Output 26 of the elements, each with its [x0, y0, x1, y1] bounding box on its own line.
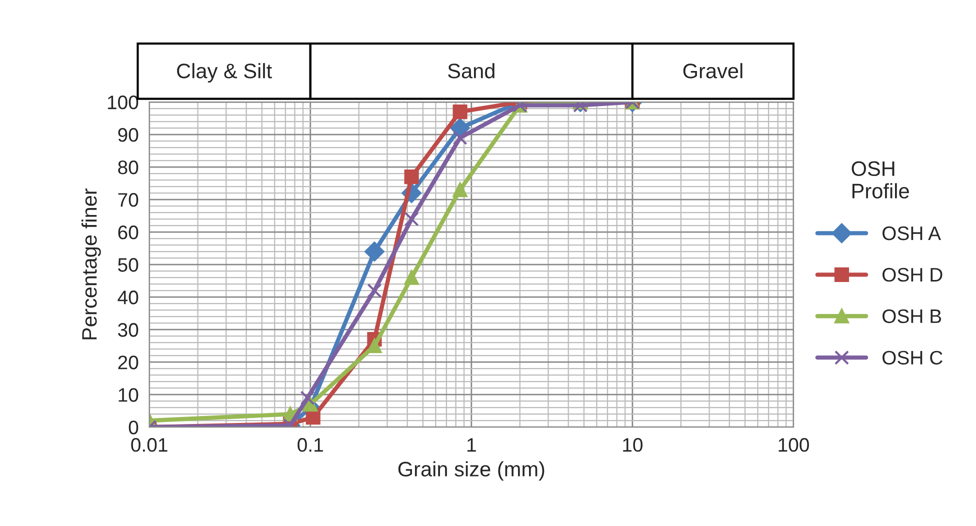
- y-tick-label: 20: [118, 356, 138, 370]
- x-tick-label: 10: [623, 438, 643, 452]
- y-tick-label: 70: [118, 193, 138, 207]
- y-tick-label: 50: [118, 258, 138, 272]
- x-tick-label: 0.1: [298, 438, 323, 452]
- y-tick-label: 100: [108, 96, 138, 110]
- legend-label: OSH D: [882, 268, 942, 282]
- text: Gravel: [683, 63, 742, 78]
- y-tick-label: 10: [118, 388, 138, 402]
- x-tick-label: 1: [467, 438, 476, 452]
- text: Sand: [448, 63, 494, 78]
- x-tick-label: 0.01: [131, 438, 168, 452]
- legend-label: OSH A: [882, 226, 941, 240]
- y-tick-label: 60: [118, 226, 138, 240]
- text: Clay & Silt: [177, 63, 272, 82]
- legend-label: OSH C: [882, 350, 942, 365]
- y-tick-label: 0: [128, 420, 138, 434]
- legend-label: OSH B: [882, 309, 942, 324]
- x-tick-label: 100: [778, 438, 809, 452]
- y-tick-label: 80: [118, 160, 138, 174]
- x-axis-title: Grain size (mm): [398, 461, 544, 481]
- y-tick-label: 90: [118, 128, 138, 142]
- legend-title: OSH Profile: [852, 161, 909, 198]
- y-axis-title: Percentage finer: [81, 188, 101, 340]
- y-tick-label: 30: [118, 323, 138, 337]
- y-tick-label: 40: [118, 290, 138, 304]
